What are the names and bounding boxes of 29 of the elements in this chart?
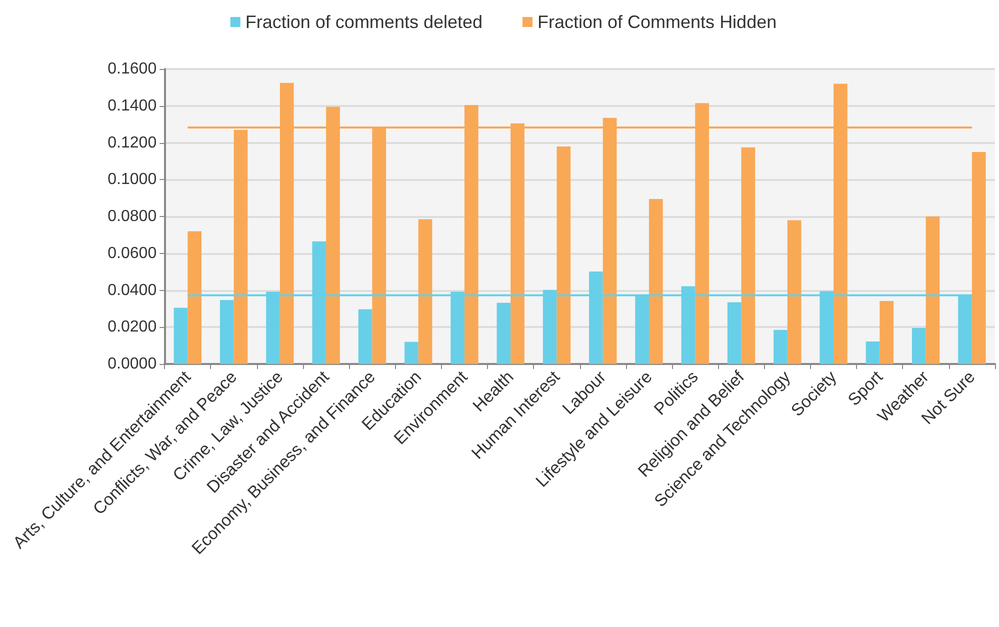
bar bbox=[972, 152, 986, 364]
bar bbox=[174, 308, 188, 364]
legend-label: Fraction of Comments Hidden bbox=[538, 12, 777, 32]
bar bbox=[496, 302, 511, 364]
y-tick-label: 0.1000 bbox=[108, 171, 157, 188]
bar bbox=[926, 216, 940, 364]
bar bbox=[649, 198, 663, 364]
y-tick-label: 0.0400 bbox=[108, 282, 157, 299]
y-tick-label: 0.1600 bbox=[108, 60, 157, 78]
y-tick-label: 0.0600 bbox=[108, 244, 157, 262]
y-tick-label: 0.0200 bbox=[108, 318, 157, 336]
bar bbox=[188, 231, 202, 364]
bar bbox=[866, 342, 880, 364]
bar bbox=[880, 300, 894, 364]
y-tick-label: 0.1200 bbox=[108, 134, 157, 152]
bar bbox=[787, 220, 802, 364]
y-tick-label: 0.0000 bbox=[108, 356, 157, 372]
bar bbox=[220, 300, 234, 364]
y-tick-label: 0.0800 bbox=[108, 208, 157, 225]
bar bbox=[358, 309, 372, 364]
bar bbox=[774, 330, 788, 364]
bar bbox=[727, 302, 742, 364]
bar bbox=[418, 219, 432, 364]
bar bbox=[912, 328, 926, 364]
bar bbox=[556, 146, 571, 364]
bar bbox=[404, 342, 418, 364]
y-tick-label: 0.1400 bbox=[108, 97, 157, 114]
bar bbox=[741, 147, 756, 364]
legend-label: Fraction of comments deleted bbox=[245, 12, 483, 32]
